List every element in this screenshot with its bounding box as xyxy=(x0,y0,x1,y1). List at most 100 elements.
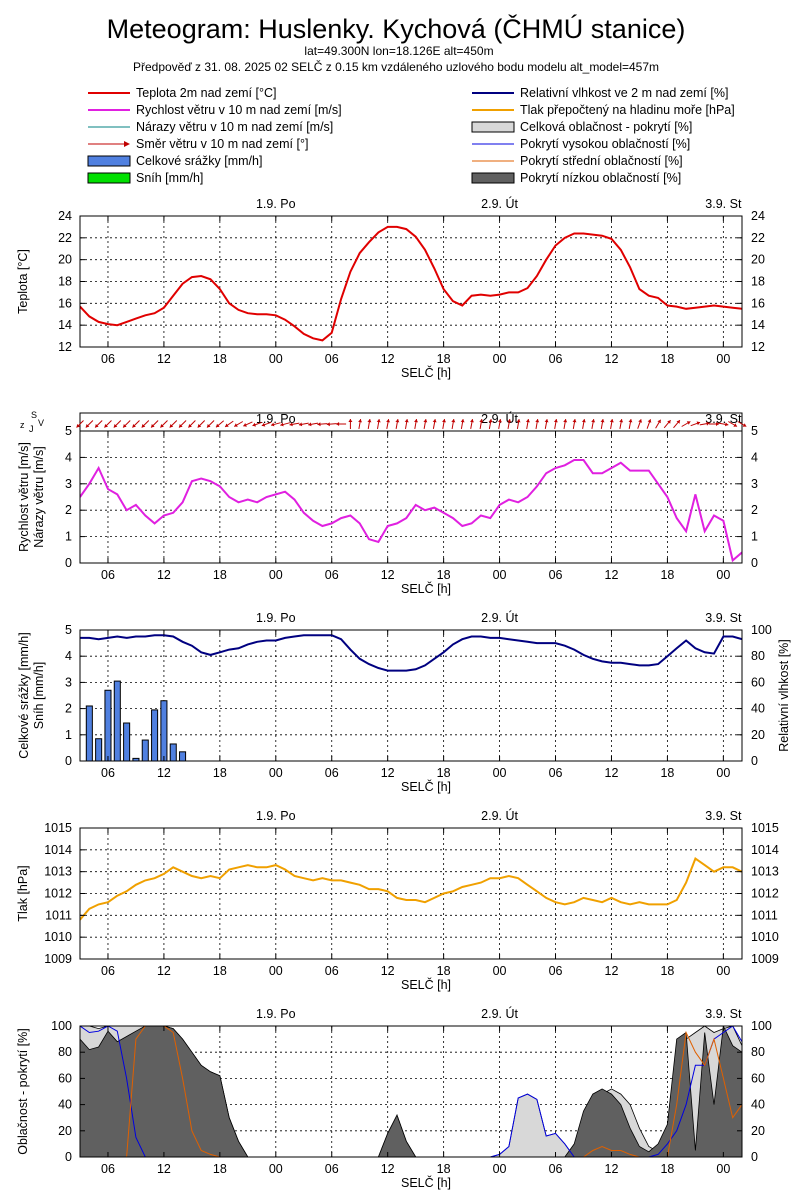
day-label: 3.9. St xyxy=(705,197,742,211)
y-tick-label-right: 1013 xyxy=(751,865,779,879)
y-tick-label-right: 16 xyxy=(751,296,765,310)
wind-strip-frame xyxy=(79,412,743,432)
y-tick-label-right: 4 xyxy=(751,450,758,464)
x-tick-label: 06 xyxy=(549,766,563,780)
wind-compass-letter: J xyxy=(29,424,34,434)
x-tick-label: 00 xyxy=(269,964,283,978)
wind-arrow-head xyxy=(544,419,549,423)
day-label: 2.9. Út xyxy=(481,196,518,211)
wind-arrow-head xyxy=(179,424,183,428)
y-axis-label-2: Nárazy větru [m/s] xyxy=(32,446,46,547)
forecast-info: Předpověď z 31. 08. 2025 02 SELČ z 0.15 … xyxy=(133,59,659,74)
legend-item: Směr větru v 10 m nad zemí [°] xyxy=(88,137,308,151)
precip-bar xyxy=(104,689,112,761)
plot-area xyxy=(80,634,742,761)
wind-arrow-head xyxy=(470,419,474,423)
x-tick-label: 18 xyxy=(437,766,451,780)
legend-item: Celkové srážky [mm/h] xyxy=(87,154,262,168)
y-axis-label: Tlak [hPa] xyxy=(16,865,30,921)
wind-compass-letter: z xyxy=(20,420,25,430)
y-tick-label: 2 xyxy=(65,702,72,716)
legend-item: Relativní vlhkost ve 2 m nad zemí [%] xyxy=(472,86,728,100)
legend-item: Rychlost větru v 10 m nad zemí [m/s] xyxy=(88,103,342,117)
y-tick-label: 24 xyxy=(58,209,72,223)
y-tick-label-right: 1 xyxy=(751,530,758,544)
wind-arrow-head xyxy=(479,419,484,423)
wind-arrow-head xyxy=(261,422,266,427)
x-tick-label: 00 xyxy=(716,568,730,582)
x-tick-label: 12 xyxy=(157,352,171,366)
legend: Teplota 2m nad zemí [°C] Relativní vlhkos… xyxy=(87,86,735,185)
day-label: 2.9. Út xyxy=(481,808,518,823)
location-info: lat=49.300N lon=18.126E alt=450m xyxy=(304,44,493,58)
x-tick-label: 18 xyxy=(213,568,227,582)
wind-arrow-head xyxy=(432,419,437,423)
day-label: 1.9. Po xyxy=(256,1007,296,1021)
x-tick-label: 06 xyxy=(549,964,563,978)
legend-item: Sníh [mm/h] xyxy=(87,171,203,185)
y-tick-label: 1014 xyxy=(44,843,72,857)
y-tick-label: 4 xyxy=(65,450,72,464)
wind-arrow-head xyxy=(667,420,671,424)
wind-arrow-head xyxy=(225,423,229,427)
legend-label: Teplota 2m nad zemí [°C] xyxy=(136,86,276,100)
chart-title: Meteogram: Huslenky. Kychová (ČHMÚ stani… xyxy=(107,13,686,44)
y-tick-label-right: 60 xyxy=(751,675,765,689)
wind-arrow-head xyxy=(289,422,293,427)
wind-arrow-head xyxy=(234,423,238,427)
y-tick-label-right: 5 xyxy=(751,424,758,438)
x-tick-label: 12 xyxy=(605,766,619,780)
wind-arrow-head xyxy=(141,424,146,428)
wind-arrow-head xyxy=(600,419,605,423)
x-tick-label: 06 xyxy=(325,1162,339,1176)
x-tick-label: 18 xyxy=(437,568,451,582)
legend-swatch-box xyxy=(471,172,515,184)
day-label: 2.9. Út xyxy=(481,1006,518,1021)
wind-arrow-head xyxy=(169,424,174,428)
precip-bar xyxy=(169,743,177,761)
y-tick-label: 4 xyxy=(65,649,72,663)
legend-label: Nárazy větru v 10 m nad zemí [m/s] xyxy=(136,120,333,134)
x-axis-label: SELČ [h] xyxy=(401,1175,451,1190)
y-tick-label-right: 0 xyxy=(751,1150,758,1164)
y-tick-label-right: 3 xyxy=(751,477,758,491)
wind-arrow-head xyxy=(460,419,465,423)
wind-arrow-head xyxy=(498,419,502,423)
x-axis-label: SELČ [h] xyxy=(401,977,451,992)
wind-arrow-head xyxy=(657,419,661,424)
day-label: 3.9. St xyxy=(705,412,742,426)
y-tick-label: 100 xyxy=(51,1019,72,1033)
x-tick-label: 06 xyxy=(325,352,339,366)
x-tick-label: 00 xyxy=(493,568,507,582)
y-tick-label: 20 xyxy=(58,253,72,267)
wind-arrow-head xyxy=(95,424,99,428)
wind-arrow-head xyxy=(207,424,211,428)
y-tick-label: 1010 xyxy=(44,930,72,944)
x-tick-label: 18 xyxy=(213,352,227,366)
wind-arrow-head xyxy=(619,419,624,423)
y-axis-label-2: Sníh [mm/h] xyxy=(32,662,46,729)
panel-frame xyxy=(79,1025,743,1158)
wind-arrow-head xyxy=(742,423,747,427)
wind-arrow-head xyxy=(336,422,340,426)
legend-label: Rychlost větru v 10 m nad zemí [m/s] xyxy=(136,103,342,117)
x-tick-label: 18 xyxy=(660,964,674,978)
x-axis-label: SELČ [h] xyxy=(401,581,451,596)
precip-bar xyxy=(151,709,159,761)
series-line-0 xyxy=(80,634,742,672)
wind-arrow-head xyxy=(507,419,512,423)
x-tick-label: 06 xyxy=(325,766,339,780)
wind-arrow-head xyxy=(376,419,381,423)
legend-item: Celková oblačnost - pokrytí [%] xyxy=(471,120,692,134)
cloud-line-2 xyxy=(80,1026,742,1157)
wind-arrow-head xyxy=(733,423,737,427)
x-tick-label: 06 xyxy=(549,352,563,366)
x-tick-label: 00 xyxy=(269,568,283,582)
y-tick-label-right: 0 xyxy=(751,556,758,570)
y-tick-label: 0 xyxy=(65,1150,72,1164)
wind-arrow-head xyxy=(563,419,568,423)
precip-bar xyxy=(160,700,168,761)
x-tick-label: 00 xyxy=(493,766,507,780)
